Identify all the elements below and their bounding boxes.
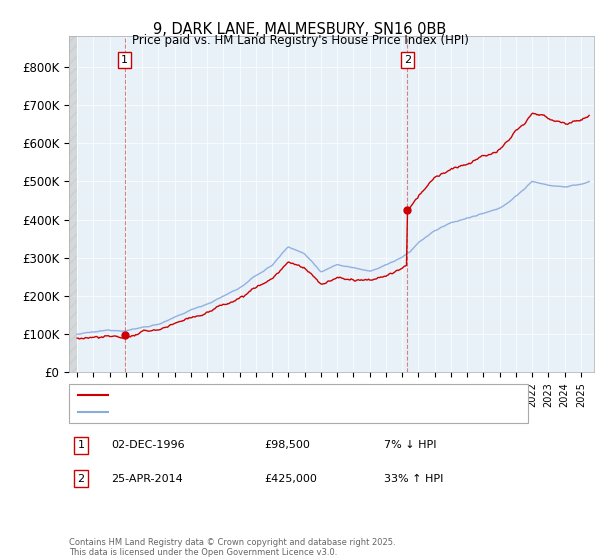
Text: 9, DARK LANE, MALMESBURY, SN16 0BB: 9, DARK LANE, MALMESBURY, SN16 0BB [154,22,446,38]
Text: 1: 1 [121,55,128,65]
Text: 7% ↓ HPI: 7% ↓ HPI [384,440,437,450]
Text: 02-DEC-1996: 02-DEC-1996 [111,440,185,450]
Text: £425,000: £425,000 [264,474,317,484]
Text: Contains HM Land Registry data © Crown copyright and database right 2025.
This d: Contains HM Land Registry data © Crown c… [69,538,395,557]
Text: 1: 1 [77,440,85,450]
Text: 2: 2 [404,55,411,65]
Text: Price paid vs. HM Land Registry's House Price Index (HPI): Price paid vs. HM Land Registry's House … [131,34,469,46]
Text: 33% ↑ HPI: 33% ↑ HPI [384,474,443,484]
Text: £98,500: £98,500 [264,440,310,450]
Text: 25-APR-2014: 25-APR-2014 [111,474,183,484]
Text: 9, DARK LANE, MALMESBURY, SN16 0BB (detached house): 9, DARK LANE, MALMESBURY, SN16 0BB (deta… [114,390,418,400]
Bar [69,36,77,372]
Text: 2: 2 [77,474,85,484]
Text: HPI: Average price, detached house, Wiltshire: HPI: Average price, detached house, Wilt… [114,407,353,417]
